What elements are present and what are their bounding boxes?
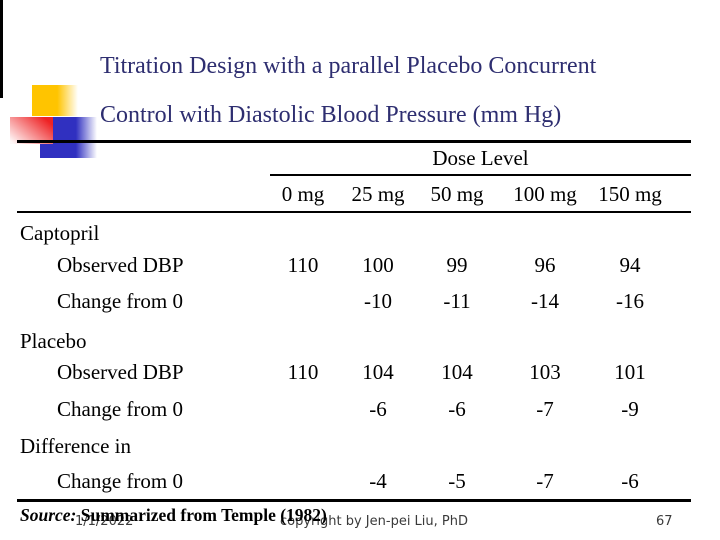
dose-level-underline [270, 174, 691, 176]
slide-accent-decoration [0, 0, 720, 158]
table-cell: -9 [621, 397, 639, 421]
table-row: Change from 0 -10 -11 -14 -16 [0, 289, 720, 313]
row-label: Observed DBP [57, 253, 184, 277]
table-cell: -11 [443, 289, 471, 313]
table-cell: 110 [287, 360, 319, 384]
accent-yellow-square [32, 85, 78, 116]
slide-title-line2: Control with Diastolic Blood Pressure (m… [100, 102, 562, 128]
row-label: Change from 0 [57, 289, 183, 313]
table-bottom-border [17, 499, 691, 502]
source-label: Source: [20, 505, 77, 525]
accent-blue-small-square [40, 144, 63, 158]
table-row: Observed DBP 110 104 104 103 101 [0, 360, 720, 384]
row-label: Change from 0 [57, 469, 183, 493]
column-header: 25 mg [351, 182, 405, 206]
row-label: Observed DBP [57, 360, 184, 384]
table-cell: 104 [362, 360, 394, 384]
row-label: Difference in [20, 434, 131, 458]
table-cell: -7 [536, 397, 554, 421]
accent-red-square [10, 117, 55, 144]
column-header: 100 mg [513, 182, 577, 206]
footer-copyright: copyright by Jen-pei Liu, PhD [280, 514, 469, 529]
table-row: Observed DBP 110 100 99 96 94 [0, 253, 720, 277]
slide-page-number: 67 [656, 514, 673, 529]
table-cell: 94 [619, 253, 641, 277]
table-cell: 110 [287, 253, 319, 277]
table-row: Change from 0 -6 -6 -7 -9 [0, 397, 720, 421]
column-header: 50 mg [430, 182, 484, 206]
slide-title-line1: Titration Design with a parallel Placebo… [100, 53, 597, 79]
table-row: Captopril [0, 221, 720, 245]
row-label: Change from 0 [57, 397, 183, 421]
table-cell: -6 [621, 469, 639, 493]
table-cell: -4 [369, 469, 387, 493]
footer-date: 1/1/2022 [75, 514, 134, 529]
column-header: 0 mg [281, 182, 325, 206]
table-cell: 96 [534, 253, 556, 277]
table-cell: -16 [616, 289, 644, 313]
table-cell: 101 [614, 360, 646, 384]
table-cell: 104 [441, 360, 473, 384]
table-cell: -6 [448, 397, 466, 421]
row-label: Placebo [20, 329, 87, 353]
table-row: Difference in [0, 434, 720, 458]
accent-vertical-line [0, 0, 3, 98]
column-header: 150 mg [598, 182, 662, 206]
table-cell: -5 [448, 469, 466, 493]
table-span-header: Dose Level [432, 146, 529, 170]
title-underline [17, 140, 691, 143]
table-row: Change from 0 -4 -5 -7 -6 [0, 469, 720, 493]
table-cell: 99 [446, 253, 468, 277]
table-cell: -6 [369, 397, 387, 421]
source-line: Source: Summarized from Temple (1982) [20, 505, 327, 526]
table-row: Placebo [0, 329, 720, 353]
table-header-underline [17, 211, 691, 213]
table-header-row: 0 mg 25 mg 50 mg 100 mg 150 mg [0, 182, 720, 206]
table-cell: -7 [536, 469, 554, 493]
row-label: Captopril [20, 221, 100, 245]
table-cell: 103 [529, 360, 561, 384]
table-cell: -10 [364, 289, 392, 313]
source-text: Summarized from Temple (1982) [80, 505, 327, 525]
table-cell: 100 [362, 253, 394, 277]
table-cell: -14 [531, 289, 559, 313]
